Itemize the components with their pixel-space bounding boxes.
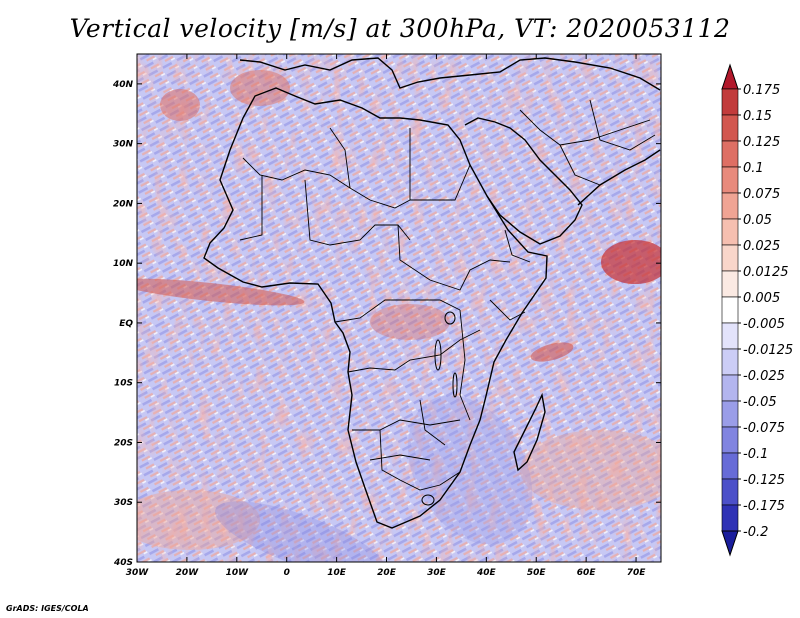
colorbar-label: 0.005 <box>743 291 780 306</box>
chart-title: Vertical velocity [m/s] at 300hPa, VT: 2… <box>69 14 731 43</box>
colorbar-swatch <box>721 270 739 298</box>
y-tick-label: EQ <box>119 319 133 329</box>
x-tick-label: 30E <box>427 568 447 578</box>
colorbar: 0.175 0.15 0.125 0.1 0.075 0.05 0.025 0.0125 0.0… <box>721 63 793 557</box>
x-tick-label: 40E <box>476 568 497 578</box>
colorbar-swatch <box>721 478 739 506</box>
colorbar-swatch <box>721 452 739 480</box>
colorbar-label: -0.025 <box>743 369 785 384</box>
colorbar-label: 0.025 <box>743 239 780 254</box>
x-tick-label: 20W <box>176 568 200 578</box>
x-tick-label: 20E <box>377 568 397 578</box>
x-tick-label: 10E <box>327 568 347 578</box>
colorbar-swatch <box>721 322 739 350</box>
y-tick-label: 30S <box>114 498 133 508</box>
colorbar-swatch <box>721 244 739 272</box>
colorbar-label: -0.2 <box>743 525 768 540</box>
colorbar-label: 0.15 <box>743 109 772 124</box>
colorbar-label: -0.075 <box>743 421 785 436</box>
colorbar-bottom-arrow <box>721 530 739 557</box>
y-tick-label: 20S <box>114 438 133 448</box>
colorbar-label: -0.0125 <box>743 343 793 358</box>
colorbar-label: -0.175 <box>743 499 785 514</box>
x-tick-label: 50E <box>527 568 547 578</box>
colorbar-label: -0.1 <box>743 447 768 462</box>
colorbar-swatch <box>721 400 739 428</box>
colorbar-label: 0.05 <box>743 213 772 228</box>
colorbar-label: -0.005 <box>743 317 785 332</box>
velocity-field <box>137 54 661 562</box>
colorbar-swatch <box>721 374 739 402</box>
x-tick-label: 10W <box>226 568 250 578</box>
country-borders <box>239 99 656 491</box>
colorbar-label: 0.075 <box>743 187 780 202</box>
colorbar-swatch <box>721 140 739 168</box>
y-tick-label: 40N <box>112 80 134 90</box>
x-tick-label: 60E <box>577 568 597 578</box>
colorbar-swatch <box>721 166 739 194</box>
lakes <box>421 311 458 506</box>
y-tick-label: 20N <box>113 199 134 209</box>
x-tick-label: 0 <box>284 568 290 578</box>
y-tick-label: 40S <box>113 558 133 568</box>
colorbar-label: -0.125 <box>743 473 785 488</box>
colorbar-swatch <box>721 296 739 324</box>
colorbar-swatch <box>721 192 739 220</box>
map-frame <box>136 53 662 563</box>
y-axis: 40S 30S 20S 10S EQ 10N 20N 30N 40N <box>112 80 661 568</box>
y-tick-label: 10N <box>113 259 134 269</box>
x-axis: 30W 20W 10W 0 10E 20E 30E 40E 50E 60E 70E <box>126 54 646 578</box>
colorbar-label: 0.0125 <box>743 265 789 280</box>
y-tick-label: 30N <box>113 140 134 150</box>
colorbar-swatch <box>721 348 739 376</box>
colorbar-swatch <box>721 426 739 454</box>
x-tick-label: 70E <box>627 568 647 578</box>
colorbar-label: -0.05 <box>743 395 777 410</box>
credit-text: GrADS: IGES/COLA <box>6 604 89 613</box>
colorbar-swatch <box>721 218 739 246</box>
colorbar-swatch <box>721 88 739 116</box>
colorbar-label: 0.1 <box>743 161 764 176</box>
colorbar-swatch <box>721 504 739 532</box>
y-tick-label: 10S <box>114 379 133 389</box>
coastlines <box>203 57 661 529</box>
x-tick-label: 30W <box>126 568 150 578</box>
colorbar-label: 0.175 <box>743 83 780 98</box>
colorbar-top-arrow <box>721 63 739 90</box>
colorbar-swatch <box>721 114 739 142</box>
colorbar-label: 0.125 <box>743 135 780 150</box>
